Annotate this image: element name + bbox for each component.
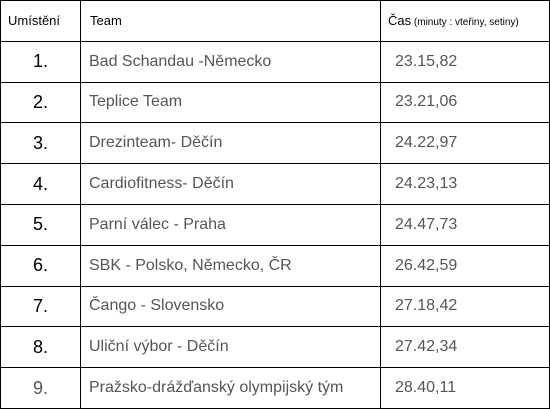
- time-cell: 27.42,34: [380, 326, 550, 369]
- rank-cell: 3.: [0, 122, 81, 165]
- rank-cell: 8.: [0, 326, 81, 369]
- rank-cell: 4.: [0, 163, 81, 205]
- team-cell: Cardiofitness- Děčín: [80, 163, 381, 205]
- table-row: 7. Čango - Slovensko 27.18,42: [0, 285, 550, 328]
- rank-cell: 9.: [0, 367, 81, 409]
- team-cell: Uliční výbor - Děčín: [80, 326, 381, 369]
- time-cell: 27.18,42: [380, 285, 550, 328]
- team-cell: Pražsko-drážďanský olympijský tým: [80, 367, 381, 409]
- table-row: 5. Parní válec - Praha 24.47,73: [0, 203, 550, 246]
- table-row: 2. Teplice Team 23.21,06: [0, 81, 550, 124]
- header-rank: Umístění: [0, 0, 81, 42]
- header-team: Team: [80, 0, 381, 42]
- header-time-label: Čas: [388, 13, 412, 29]
- table-row: 8. Uliční výbor - Děčín 27.42,34: [0, 326, 550, 369]
- rank-cell: 2.: [0, 81, 81, 124]
- rank-cell: 5.: [0, 203, 81, 246]
- time-cell: 24.47,73: [380, 203, 550, 246]
- team-cell: SBK - Polsko, Německo, ČR: [80, 244, 381, 287]
- team-cell: Teplice Team: [80, 81, 381, 124]
- time-cell: 28.40,11: [380, 367, 550, 409]
- header-time: Čas (minuty : vteřiny, setiny): [380, 0, 550, 42]
- table-row: 9. Pražsko-drážďanský olympijský tým 28.…: [0, 367, 550, 409]
- team-cell: Drezinteam- Děčín: [80, 122, 381, 165]
- time-cell: 23.21,06: [380, 81, 550, 124]
- team-cell: Čango - Slovensko: [80, 285, 381, 328]
- time-cell: 26.42,59: [380, 244, 550, 287]
- team-cell: Parní válec - Praha: [80, 203, 381, 246]
- header-row: Umístění Team Čas (minuty : vteřiny, set…: [0, 0, 550, 42]
- table-row: 4. Cardiofitness- Děčín 24.23,13: [0, 163, 550, 205]
- time-cell: 23.15,82: [380, 40, 550, 83]
- table-row: 1. Bad Schandau -Německo 23.15,82: [0, 40, 550, 83]
- header-time-units: (minuty : vteřiny, setiny): [411, 17, 519, 29]
- rank-cell: 7.: [0, 285, 81, 328]
- time-cell: 24.22,97: [380, 122, 550, 165]
- time-cell: 24.23,13: [380, 163, 550, 205]
- table-row: 6. SBK - Polsko, Německo, ČR 26.42,59: [0, 244, 550, 287]
- rank-cell: 1.: [0, 40, 81, 83]
- table-row: 3. Drezinteam- Děčín 24.22,97: [0, 122, 550, 165]
- rank-cell: 6.: [0, 244, 81, 287]
- team-cell: Bad Schandau -Německo: [80, 40, 381, 83]
